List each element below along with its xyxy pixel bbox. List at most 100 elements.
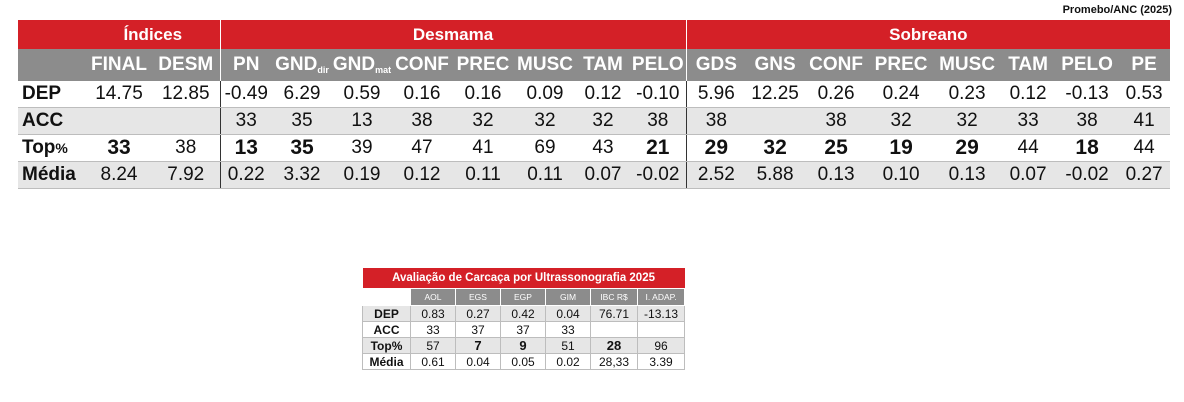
carcass-column-header-row: AOL EGS EGP GIM IBC R$ I. ADAP. bbox=[362, 288, 686, 306]
col-egp: EGP bbox=[500, 288, 546, 306]
col-prec-desmama: PREC bbox=[452, 49, 514, 81]
cell: 0.07 bbox=[576, 161, 630, 189]
cell: -13.13 bbox=[636, 305, 686, 322]
group-indices: Índices bbox=[86, 20, 221, 49]
cell: 32 bbox=[868, 107, 935, 135]
cell: 32 bbox=[576, 107, 630, 135]
cell: 6.29 bbox=[272, 81, 332, 108]
genetic-evaluation-table: Índices Desmama Sobreano FINAL DESM PN G… bbox=[18, 20, 1171, 189]
cell bbox=[152, 107, 221, 135]
cell: 32 bbox=[934, 107, 1001, 135]
cell: 0.11 bbox=[514, 161, 576, 189]
col-i-adap: I. ADAP. bbox=[636, 288, 686, 306]
col-musc-desmama: MUSC bbox=[514, 49, 576, 81]
cell bbox=[86, 107, 152, 135]
cell: 0.24 bbox=[868, 81, 935, 108]
cell: 44 bbox=[1000, 134, 1057, 162]
row-media: Média 8.24 7.92 0.22 3.32 0.19 0.12 0.11… bbox=[18, 161, 1171, 189]
col-aol: AOL bbox=[410, 288, 456, 306]
cell: 29 bbox=[686, 134, 747, 162]
cell: 25 bbox=[804, 134, 869, 162]
cell: 38 bbox=[804, 107, 869, 135]
cell: 38 bbox=[152, 134, 221, 162]
col-prec-sobreano: PREC bbox=[868, 49, 935, 81]
cell: 43 bbox=[576, 134, 630, 162]
row-label: ACC bbox=[18, 107, 86, 135]
cell: -0.02 bbox=[1056, 161, 1119, 189]
cell: 0.16 bbox=[452, 81, 514, 108]
col-pn: PN bbox=[220, 49, 272, 81]
cell: 0.42 bbox=[500, 305, 546, 322]
col-pelo-desmama: PELO bbox=[630, 49, 687, 81]
cell: 19 bbox=[868, 134, 935, 162]
cell: 37 bbox=[500, 321, 546, 338]
cell: -0.10 bbox=[630, 81, 687, 108]
carcass-row-top-percent: Top% 57 7 9 51 28 96 bbox=[362, 337, 686, 354]
cell: 2.52 bbox=[686, 161, 747, 189]
row-label: Média bbox=[18, 161, 86, 189]
cell: 28,33 bbox=[590, 353, 638, 370]
cell: 37 bbox=[455, 321, 501, 338]
cell: 0.61 bbox=[410, 353, 456, 370]
column-header-row: FINAL DESM PN GNDdir GNDmat CONF PREC MU… bbox=[18, 49, 1171, 81]
cell: 3.32 bbox=[272, 161, 332, 189]
cell: 0.27 bbox=[455, 305, 501, 322]
cell: 0.26 bbox=[804, 81, 869, 108]
cell: 0.59 bbox=[332, 81, 392, 108]
col-pelo-sobreano: PELO bbox=[1056, 49, 1119, 81]
col-tam-sobreano: TAM bbox=[1000, 49, 1057, 81]
cell: 35 bbox=[272, 107, 332, 135]
cell: 13 bbox=[220, 134, 272, 162]
cell: 14.75 bbox=[86, 81, 152, 108]
row-dep: DEP 14.75 12.85 -0.49 6.29 0.59 0.16 0.1… bbox=[18, 81, 1171, 108]
row-label: Top% bbox=[18, 134, 86, 162]
cell: 18 bbox=[1056, 134, 1119, 162]
row-top-percent: Top% 33 38 13 35 39 47 41 69 43 21 29 32… bbox=[18, 134, 1171, 162]
row-label: ACC bbox=[362, 321, 411, 338]
cell: 0.23 bbox=[934, 81, 1001, 108]
col-gim: GIM bbox=[545, 288, 591, 306]
carcass-row-dep: DEP 0.83 0.27 0.42 0.04 76.71 -13.13 bbox=[362, 305, 686, 322]
row-label: Média bbox=[362, 353, 411, 370]
cell: 0.05 bbox=[500, 353, 546, 370]
group-sobreano: Sobreano bbox=[686, 20, 1171, 49]
cell: 0.12 bbox=[576, 81, 630, 108]
cell: 47 bbox=[392, 134, 452, 162]
col-gnd-mat: GNDmat bbox=[332, 49, 392, 81]
cell: 0.13 bbox=[804, 161, 869, 189]
cell: 96 bbox=[636, 337, 686, 354]
cell: 0.04 bbox=[545, 305, 591, 322]
cell: 0.19 bbox=[332, 161, 392, 189]
cell: 33 bbox=[220, 107, 272, 135]
cell bbox=[590, 321, 638, 338]
cell: 0.27 bbox=[1118, 161, 1171, 189]
cell: 33 bbox=[86, 134, 152, 162]
col-gnd-dir: GNDdir bbox=[272, 49, 332, 81]
cell: 0.07 bbox=[1000, 161, 1057, 189]
cell: 41 bbox=[452, 134, 514, 162]
col-conf-desmama: CONF bbox=[392, 49, 452, 81]
col-conf-sobreano: CONF bbox=[804, 49, 869, 81]
cell: 44 bbox=[1118, 134, 1171, 162]
col-musc-sobreano: MUSC bbox=[934, 49, 1001, 81]
carcass-ultrasound-table: Avaliação de Carcaça por Ultrassonografi… bbox=[362, 268, 686, 370]
cell: 29 bbox=[934, 134, 1001, 162]
cell: 7 bbox=[455, 337, 501, 354]
cell: 0.12 bbox=[392, 161, 452, 189]
group-desmama: Desmama bbox=[220, 20, 687, 49]
col-gds: GDS bbox=[686, 49, 747, 81]
cell: 0.12 bbox=[1000, 81, 1057, 108]
cell: 0.16 bbox=[392, 81, 452, 108]
col-ibc: IBC R$ bbox=[590, 288, 638, 306]
cell: 39 bbox=[332, 134, 392, 162]
cell: 0.04 bbox=[455, 353, 501, 370]
cell: 38 bbox=[630, 107, 687, 135]
cell: 0.09 bbox=[514, 81, 576, 108]
cell: 57 bbox=[410, 337, 456, 354]
cell: 33 bbox=[1000, 107, 1057, 135]
cell: 32 bbox=[452, 107, 514, 135]
cell: 13 bbox=[332, 107, 392, 135]
cell: 0.02 bbox=[545, 353, 591, 370]
cell: 41 bbox=[1118, 107, 1171, 135]
cell: 0.53 bbox=[1118, 81, 1171, 108]
